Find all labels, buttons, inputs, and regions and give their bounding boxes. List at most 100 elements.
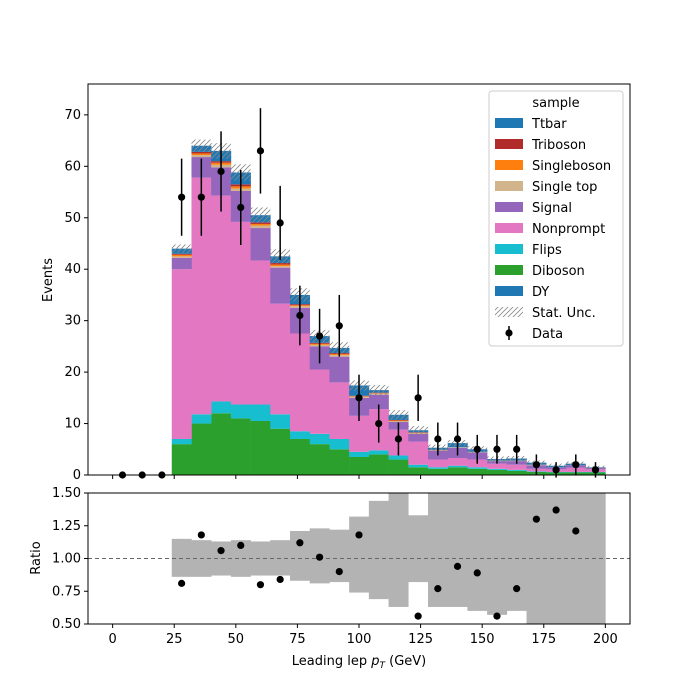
- legend-label-singleboson: Singleboson: [532, 159, 611, 174]
- y-axis-ticks: 0 10 20 30 40 50 60 70: [64, 108, 88, 483]
- x-tick-label-150: 150: [470, 632, 495, 647]
- ratio-point-16: [532, 515, 540, 523]
- data-point-8: [276, 219, 284, 227]
- legend-label-data: Data: [532, 327, 563, 342]
- bar-diboson-10: [309, 444, 330, 475]
- legend-marker-ttbar: [495, 118, 523, 128]
- bar-diboson-4: [191, 423, 212, 475]
- ratio-band-bin-13: [368, 500, 389, 600]
- legend-label-dy: DY: [532, 285, 549, 300]
- bar-nonprompt-3: [171, 269, 192, 439]
- bar-diboson-9: [290, 438, 311, 475]
- y-tick-label-10: 10: [64, 417, 81, 432]
- y-tick-label-20: 20: [64, 365, 81, 380]
- data-point-20: [513, 445, 521, 453]
- ratio-band-bin-8: [270, 540, 291, 576]
- ratio-band-bin-6: [230, 540, 251, 577]
- bar-nonprompt-8: [270, 303, 291, 415]
- ratio-band-bin-15: [408, 515, 429, 583]
- ratio-band-bin-16: [427, 493, 448, 607]
- bar-flips-12: [349, 451, 370, 457]
- ratio-point-15: [513, 585, 521, 593]
- legend-marker-stat-unc: [495, 307, 523, 317]
- data-point-11: [335, 322, 343, 330]
- data-point-7: [256, 147, 265, 155]
- stat-unc-bin-14: [388, 410, 409, 420]
- bar-signal-7: [250, 228, 271, 261]
- bar-diboson-8: [270, 428, 291, 475]
- x-axis-ticks-top: [112, 475, 606, 479]
- bar-flips-19: [487, 468, 508, 470]
- legend-label-diboson: Diboson: [532, 264, 585, 279]
- ratio-uncertainty-band: [171, 493, 606, 624]
- bar-triboson-3: [171, 253, 192, 255]
- bar-singleboson-8: [270, 264, 291, 267]
- data-point-17: [453, 435, 462, 443]
- legend-label-stat-unc-: Stat. Unc.: [532, 306, 596, 321]
- bar-flips-5: [211, 401, 232, 414]
- ratio-band-bin-11: [329, 529, 350, 583]
- bar-flips-4: [191, 414, 212, 424]
- legend-label-nonprompt: Nonprompt: [532, 222, 605, 237]
- data-point-15: [414, 394, 422, 402]
- legend-label-triboson: Triboson: [531, 138, 586, 153]
- ratio-point-11: [434, 585, 442, 593]
- ratio-point-3: [237, 541, 245, 550]
- data-point-21: [532, 461, 540, 469]
- bar-triboson-4: [191, 151, 212, 154]
- ratio-point-17: [552, 506, 560, 514]
- ratio-panel: 0.50 0.75 1.00 1.25 1.50 0 25 50 75 100 125 150 175…: [29, 486, 631, 671]
- y-axis-label: Events: [41, 258, 56, 302]
- x-axis-label-symbol: p: [370, 654, 379, 669]
- ratio-point-6: [296, 539, 304, 547]
- data-point-16: [434, 435, 442, 443]
- ratio-point-2: [217, 547, 225, 555]
- x-tick-label-75: 75: [289, 632, 306, 647]
- ratio-y-tick-label-3: 1.25: [52, 519, 81, 534]
- bar-signal-13: [368, 394, 389, 410]
- legend-marker-flips: [495, 244, 523, 254]
- bar-single-top-7: [250, 225, 271, 229]
- ratio-point-0: [178, 579, 186, 587]
- bar-nonprompt-16: [427, 459, 448, 468]
- bar-diboson-3: [171, 444, 192, 475]
- y-tick-label-60: 60: [64, 159, 81, 174]
- legend-label-flips: Flips: [532, 243, 562, 258]
- ratio-y-axis-label: Ratio: [29, 541, 44, 574]
- bar-nonprompt-17: [447, 458, 468, 466]
- bar-singleboson-14: [388, 420, 409, 421]
- bar-signal-15: [408, 433, 429, 442]
- ratio-point-14: [493, 612, 501, 620]
- x-axis-label-text: Leading lep: [292, 654, 367, 669]
- y-tick-label-0: 0: [73, 468, 81, 483]
- ratio-point-9: [355, 531, 363, 539]
- data-point-23: [572, 461, 580, 469]
- ratio-band-bin-23: [565, 493, 586, 624]
- bar-flips-7: [250, 404, 271, 421]
- ratio-point-5: [276, 575, 284, 584]
- data-point-14: [394, 435, 403, 443]
- bar-flips-11: [329, 438, 350, 450]
- x-tick-label-25: 25: [166, 632, 183, 647]
- bar-flips-16: [427, 467, 448, 469]
- bar-nonprompt-11: [329, 382, 350, 439]
- data-point-12: [355, 394, 363, 402]
- legend-label-ttbar: Ttbar: [531, 117, 567, 132]
- data-point-5: [217, 167, 225, 176]
- legend: sample Ttbar Triboson Singleboson Single top…: [488, 90, 624, 347]
- bar-single-top-4: [191, 154, 212, 158]
- bar-nonprompt-7: [250, 260, 271, 405]
- bar-flips-6: [230, 404, 251, 419]
- legend-label-single-top: Single top: [532, 180, 597, 195]
- bar-single-top-3: [171, 256, 192, 258]
- bar-singleboson-4: [191, 153, 212, 155]
- bar-diboson-16: [427, 468, 448, 475]
- legend-title: sample: [532, 96, 579, 111]
- stat-unc-bin-15: [408, 426, 428, 435]
- bar-diboson-20: [506, 470, 527, 475]
- ratio-band-bin-14: [388, 493, 409, 607]
- ratio-point-1: [197, 531, 205, 539]
- bar-nonprompt-15: [408, 441, 429, 465]
- ratio-band-bin-9: [290, 530, 311, 581]
- ratio-y-tick-label-0: 0.50: [52, 617, 81, 632]
